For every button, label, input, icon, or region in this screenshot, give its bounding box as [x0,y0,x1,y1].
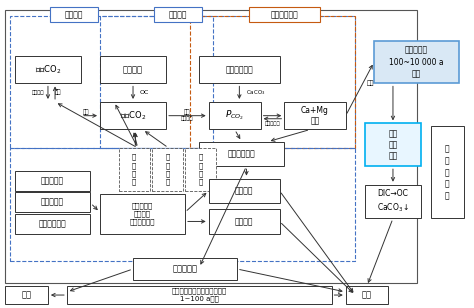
Text: 土壤物理性质: 土壤物理性质 [39,219,66,228]
Text: 岩溶关键带: 岩溶关键带 [173,265,198,274]
Bar [67,286,331,304]
Bar [100,194,185,234]
Bar [365,123,421,166]
Bar [209,179,280,203]
Text: 土壤有机碳: 土壤有机碳 [41,198,64,207]
Text: 碳
汇
稳
定
性: 碳 汇 稳 定 性 [445,144,450,201]
Bar [100,56,166,83]
Bar [284,102,346,129]
Bar [5,286,48,304]
Text: $P_{CO_2}$: $P_{CO_2}$ [225,109,244,123]
Bar [10,16,213,148]
Text: 河流: 河流 [367,81,374,86]
Bar [199,56,280,83]
Bar [133,258,237,280]
Bar [100,102,166,129]
Bar [15,56,81,83]
Bar [152,148,182,191]
Text: 土壤CO$_2$: 土壤CO$_2$ [120,109,146,122]
Bar [5,10,417,283]
Bar [374,41,459,83]
Text: 植被恢复: 植被恢复 [235,186,253,195]
Bar [15,192,91,212]
Text: 土壤呼吸: 土壤呼吸 [31,90,44,95]
Text: 土
壤
水
分: 土 壤 水 分 [165,154,169,185]
Text: 温度敏感性
水分感性
物理扩散屏障: 温度敏感性 水分感性 物理扩散屏障 [130,202,155,225]
Text: 生态系统: 生态系统 [123,65,143,74]
Text: 土
地
利
用: 土 地 利 用 [198,154,202,185]
Text: 碳酸盐岩溶蚀: 碳酸盐岩溶蚀 [226,65,253,74]
Bar [10,148,355,261]
Text: 疏冲: 疏冲 [184,110,191,116]
Text: 水生
光合
作用: 水生 光合 作用 [388,129,398,160]
Text: 生态系统控制的碳酸盐岩风化
1~100 a尺度: 生态系统控制的碳酸盐岩风化 1~100 a尺度 [172,288,227,302]
Text: Ca+Mg
碱度: Ca+Mg 碱度 [301,106,329,126]
Text: 大气CO$_2$: 大气CO$_2$ [35,63,61,76]
Bar [15,214,91,234]
Text: 微生物群落: 微生物群落 [41,176,64,185]
Text: 水文过程: 水文过程 [169,10,187,19]
Text: 减源: 减源 [22,290,32,300]
Bar [119,148,150,191]
Text: 海洋碱度源
100~10 000 a
尺度: 海洋碱度源 100~10 000 a 尺度 [389,46,444,78]
Bar [100,16,355,148]
Bar [209,209,280,234]
Text: 正反向模型: 正反向模型 [264,121,280,126]
Bar [365,185,421,218]
Bar [431,126,464,218]
Text: 生态过程: 生态过程 [64,10,83,19]
Bar [155,7,201,22]
Bar [50,7,98,22]
Bar [209,102,261,129]
Bar [185,148,216,191]
Text: 地球化学过程: 地球化学过程 [270,10,298,19]
Text: OC: OC [140,90,149,95]
Text: CaCO$_3$: CaCO$_3$ [246,88,266,97]
Text: 土
壤
温
度: 土 壤 温 度 [132,154,137,185]
Bar [249,7,319,22]
Text: 降雨: 降雨 [55,90,62,95]
Text: 土壤改良: 土壤改良 [235,217,253,226]
Text: 降雨: 降雨 [82,110,89,116]
Bar [199,142,284,166]
Bar [346,286,388,304]
Bar [15,171,91,191]
Text: 增汇: 增汇 [362,290,372,300]
Text: 扩散迁移: 扩散迁移 [181,116,193,121]
Bar [190,16,355,148]
Text: DIC→OC
CaCO$_3$↓: DIC→OC CaCO$_3$↓ [377,189,409,214]
Text: 风化强度评价: 风化强度评价 [228,149,255,159]
